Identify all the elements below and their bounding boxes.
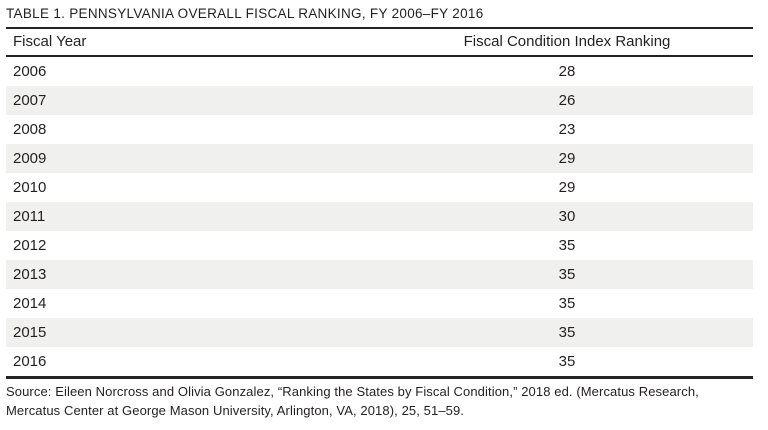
table-row: 2013 35	[6, 260, 753, 289]
header-divider	[6, 55, 753, 57]
ranking-cell: 26	[558, 91, 576, 109]
ranking-cell: 29	[558, 149, 576, 167]
fiscal-year-cell: 2010	[13, 178, 47, 196]
table-title: TABLE 1. PENNSYLVANIA OVERALL FISCAL RAN…	[6, 6, 484, 21]
fiscal-year-cell: 2012	[13, 236, 47, 254]
page-root: TABLE 1. PENNSYLVANIA OVERALL FISCAL RAN…	[6, 6, 753, 420]
ranking-cell: 29	[558, 178, 576, 196]
fiscal-year-cell: 2007	[13, 91, 47, 109]
table-row: 2007 26	[6, 86, 753, 115]
table-container: TABLE 1. PENNSYLVANIA OVERALL FISCAL RAN…	[6, 6, 753, 420]
table-row: 2016 35	[6, 347, 753, 376]
ranking-cell: 28	[558, 62, 576, 80]
table-bottom-divider	[6, 376, 753, 379]
fiscal-year-cell: 2013	[13, 265, 47, 283]
fiscal-year-cell: 2009	[13, 149, 47, 167]
ranking-cell: 35	[558, 236, 576, 254]
table-row: 2015 35	[6, 318, 753, 347]
fiscal-year-cell: 2011	[13, 207, 46, 225]
table-row: 2008 23	[6, 115, 753, 144]
table-row: 2010 29	[6, 173, 753, 202]
ranking-cell: 23	[558, 120, 576, 138]
table-row: 2011 30	[6, 202, 753, 231]
ranking-cell: 35	[558, 352, 576, 370]
ranking-cell: 35	[558, 294, 576, 312]
ranking-cell: 35	[558, 323, 576, 341]
table-row: 2012 35	[6, 231, 753, 260]
table-header-row: Fiscal Year Fiscal Condition Index Ranki…	[6, 29, 753, 55]
ranking-cell: 35	[558, 265, 576, 283]
table-row: 2014 35	[6, 289, 753, 318]
fiscal-year-cell: 2006	[13, 62, 47, 80]
column-header-index-ranking: Fiscal Condition Index Ranking	[463, 33, 671, 50]
title-divider	[6, 27, 753, 29]
fiscal-year-cell: 2008	[13, 120, 47, 138]
table-row: 2009 29	[6, 144, 753, 173]
source-line-1: Source: Eileen Norcross and Olivia Gonza…	[6, 384, 699, 399]
column-header-fiscal-year: Fiscal Year	[13, 33, 87, 50]
table-row: 2006 28	[6, 57, 753, 86]
source-line-2: Mercatus Center at George Mason Universi…	[6, 402, 465, 418]
fiscal-year-cell: 2015	[13, 323, 47, 341]
fiscal-year-cell: 2014	[13, 294, 47, 312]
ranking-cell: 30	[558, 207, 576, 225]
fiscal-year-cell: 2016	[13, 352, 47, 370]
table-body: 2006 28 2007 26 2008 23 2009 29 2010 29 2011 30 2012…	[6, 57, 753, 376]
source-note: Source: Eileen Norcross and Olivia Gonza…	[6, 383, 753, 420]
